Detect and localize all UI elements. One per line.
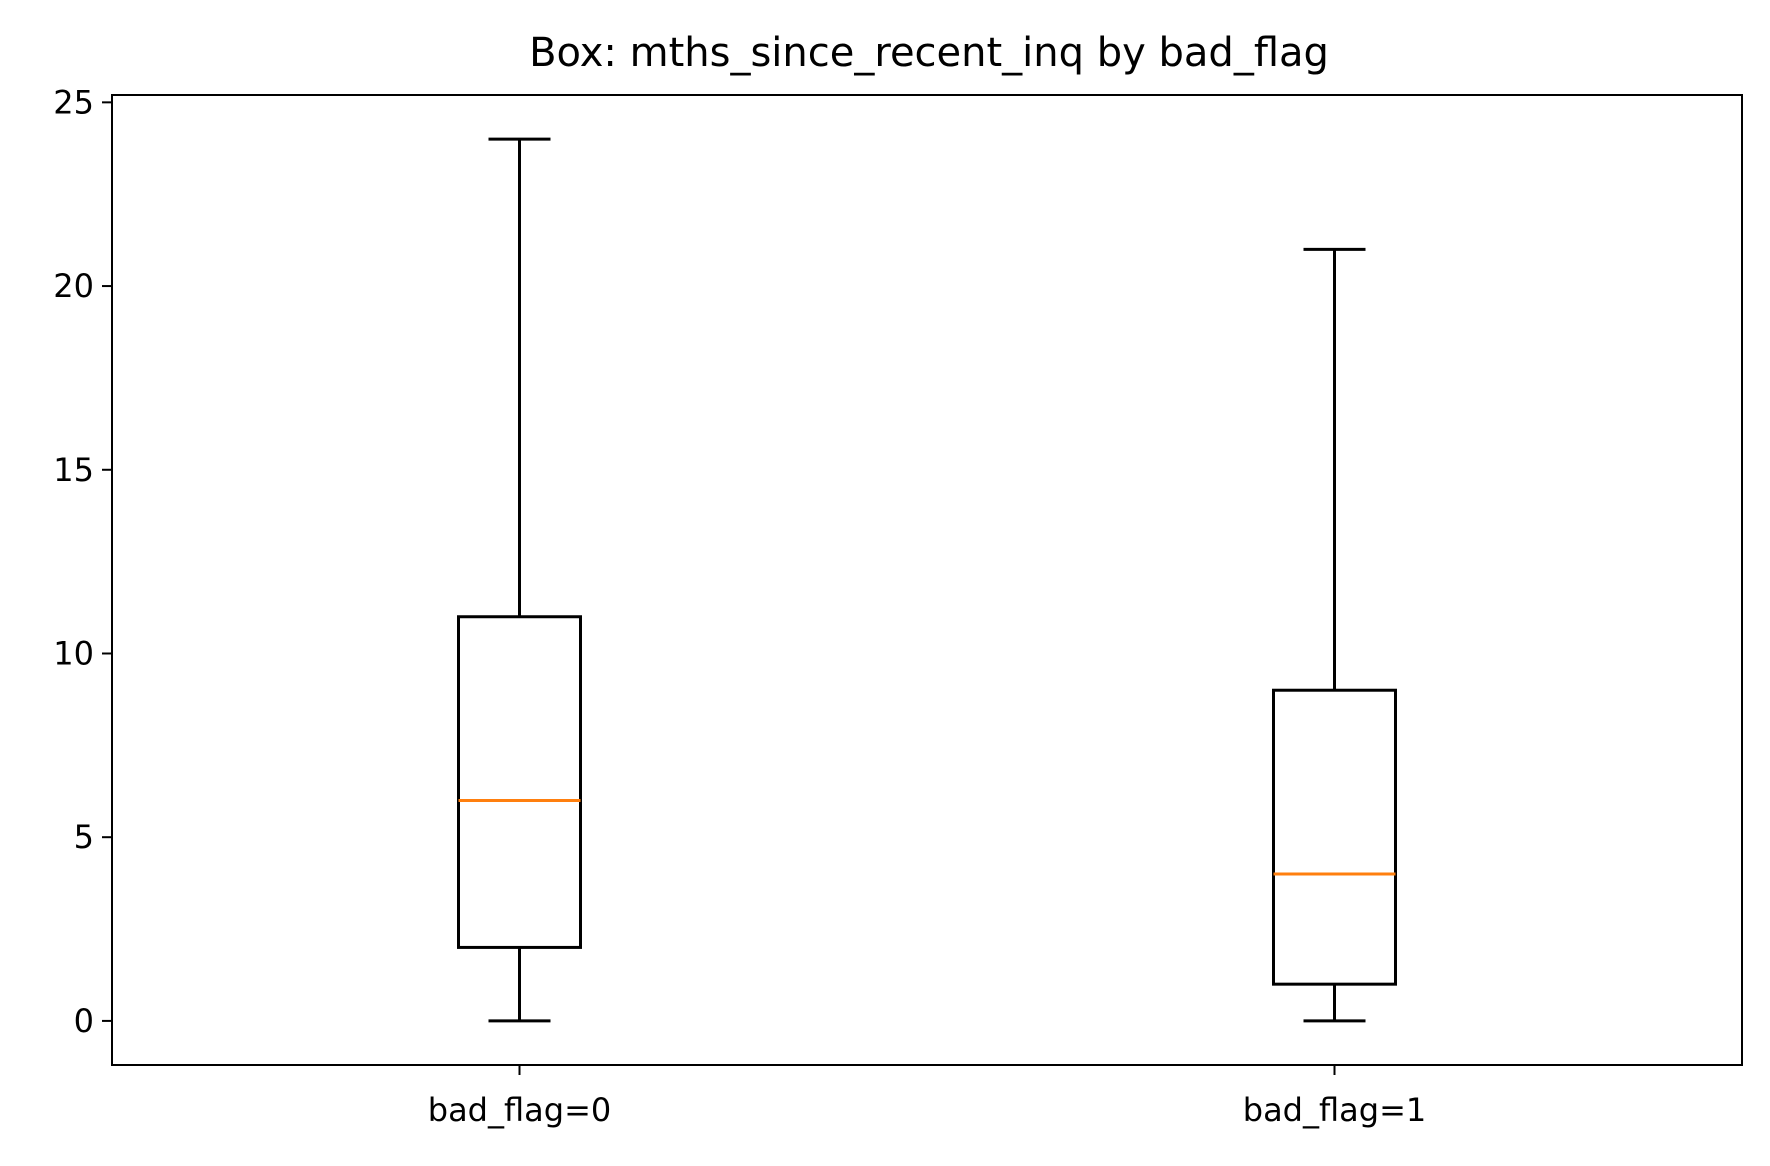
plot-frame bbox=[111, 94, 1743, 1066]
x-tick-label: bad_flag=1 bbox=[1243, 1091, 1426, 1129]
y-tick-label: 5 bbox=[74, 818, 94, 856]
y-tick-label: 20 bbox=[53, 267, 94, 305]
x-tick-label: bad_flag=0 bbox=[428, 1091, 611, 1129]
iqr-box bbox=[1272, 688, 1397, 986]
iqr-box bbox=[457, 615, 582, 949]
y-tick-label: 0 bbox=[74, 1002, 94, 1040]
y-tick-label: 25 bbox=[53, 83, 94, 121]
y-tick-label: 15 bbox=[53, 451, 94, 489]
chart-title: Box: mths_since_recent_inq by bad_flag bbox=[529, 30, 1329, 76]
plot-area: 0 5 10 15 20 25 bad_flag=0 bad_flag=1 bbox=[53, 83, 1426, 1129]
y-tick-label: 10 bbox=[53, 634, 94, 672]
